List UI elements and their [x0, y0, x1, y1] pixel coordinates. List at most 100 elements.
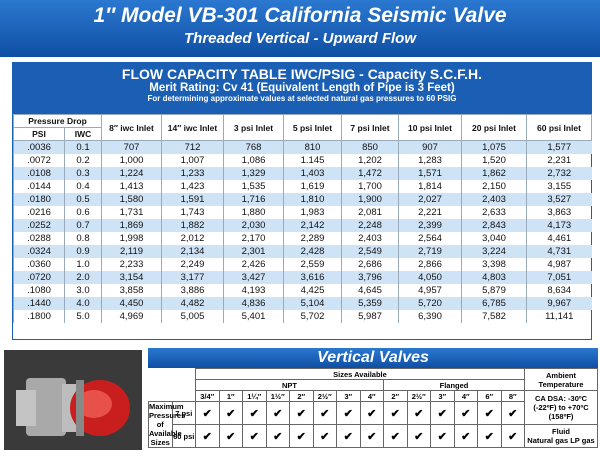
cell: 3,398	[461, 258, 527, 271]
column-header: PSI	[13, 127, 65, 141]
cell: 1,571	[398, 167, 462, 180]
check: ✔	[477, 424, 502, 448]
cell: 4,803	[461, 271, 527, 284]
cell: .0360	[13, 258, 65, 271]
cell: 8,634	[526, 284, 592, 297]
cell: 768	[223, 140, 284, 154]
cell: 1,882	[161, 219, 224, 232]
size: 1¼″	[242, 390, 267, 402]
check: ✔	[453, 401, 478, 425]
valves-table: Sizes Available Ambient Temperature NPT Fla…	[148, 368, 598, 448]
sizes-header: Sizes Available	[195, 368, 525, 380]
cell: 4,461	[526, 232, 592, 245]
group-header: Pressure Drop	[13, 114, 102, 128]
cell: 1.145	[283, 154, 342, 167]
check: ✔	[453, 424, 478, 448]
check: ✔	[359, 424, 384, 448]
cell: 3,177	[161, 271, 224, 284]
cell: 2,843	[461, 219, 527, 232]
cell: 2,027	[398, 193, 462, 206]
cell: .0252	[13, 219, 65, 232]
fluid: Natural gas LP gas	[527, 436, 595, 445]
size: 2½″	[406, 390, 431, 402]
check: ✔	[195, 401, 220, 425]
cell: 4,731	[526, 245, 592, 258]
cell: 1,580	[101, 193, 162, 206]
table-row: .0252 0.7 1,869 1,882 2,030 2,142 2,248 2,399 2,…	[13, 219, 592, 232]
header-row: Pressure Drop 8″ iwc Inlet 14″ iwc Inlet 3 …	[13, 114, 592, 141]
cell: 1,000	[101, 154, 162, 167]
cell: 4.0	[64, 297, 102, 310]
size: 2½″	[312, 390, 337, 402]
cell: 2,170	[223, 232, 284, 245]
cell: 5,702	[283, 310, 342, 323]
cell: 5,401	[223, 310, 284, 323]
check: ✔	[406, 401, 431, 425]
check: ✔	[312, 401, 337, 425]
cell: 2,248	[341, 219, 399, 232]
cell: 1,862	[461, 167, 527, 180]
pressure: 60 psi	[171, 424, 196, 448]
cell: .0180	[13, 193, 65, 206]
table-row: .1440 4.0 4,450 4,482 4,836 5,104 5,359 5,720 6,…	[13, 297, 592, 310]
check: ✔	[500, 424, 525, 448]
column-header: 60 psi Inlet	[526, 114, 592, 141]
cell: 5,104	[283, 297, 342, 310]
cell: 0.9	[64, 245, 102, 258]
flow-title: FLOW CAPACITY TABLE IWC/PSIG - Capacity …	[121, 66, 483, 82]
table-row: .0720 2.0 3,154 3,177 3,427 3,616 3,796 4,050 4,…	[13, 271, 592, 284]
cell: 3,616	[283, 271, 342, 284]
size: 4″	[453, 390, 478, 402]
cell: 1,520	[461, 154, 527, 167]
cell: 1,810	[283, 193, 342, 206]
cell: 0.4	[64, 180, 102, 193]
size: 4″	[359, 390, 384, 402]
cell: 5,005	[161, 310, 224, 323]
check: ✔	[430, 424, 455, 448]
cell: 3.0	[64, 284, 102, 297]
cell: 2,549	[341, 245, 399, 258]
vertical-valves: Vertical Valves Sizes Available Ambient T…	[148, 348, 598, 448]
check: ✔	[265, 424, 290, 448]
cell: 2,633	[461, 206, 527, 219]
cell: .0108	[13, 167, 65, 180]
cell: 7,051	[526, 271, 592, 284]
cell: .1080	[13, 284, 65, 297]
table-row: NPT Flanged	[149, 379, 598, 391]
cell: 1,423	[161, 180, 224, 193]
check: ✔	[430, 401, 455, 425]
flow-table-box: FLOW CAPACITY TABLE IWC/PSIG - Capacity …	[12, 62, 592, 340]
cell: 3,427	[223, 271, 284, 284]
check: ✔	[383, 401, 408, 425]
cell: 1,743	[161, 206, 224, 219]
cell: 5,720	[398, 297, 462, 310]
flanged-header: Flanged	[383, 379, 525, 391]
cell: 4,173	[526, 219, 592, 232]
cell: 0.1	[64, 140, 102, 154]
table-row: .0072 0.2 1,000 1,007 1,086 1.145 1,202 1,283 1,…	[13, 154, 592, 167]
ambient-header: Ambient Temperature	[524, 368, 598, 391]
cell: 4,836	[223, 297, 284, 310]
cell: 1,869	[101, 219, 162, 232]
cell: 1,900	[341, 193, 399, 206]
cell: 7,582	[461, 310, 527, 323]
cell: 2,134	[161, 245, 224, 258]
cell: 850	[341, 140, 399, 154]
cell: 4,987	[526, 258, 592, 271]
table-row: Sizes Available Ambient Temperature	[149, 368, 598, 391]
cell: .1800	[13, 310, 65, 323]
cell: 3,154	[101, 271, 162, 284]
cell: 2,732	[526, 167, 592, 180]
cell: 3,863	[526, 206, 592, 219]
cell: 2,426	[223, 258, 284, 271]
cell: 907	[398, 140, 462, 154]
cell: 1,983	[283, 206, 342, 219]
cell: 2,564	[398, 232, 462, 245]
cell: 2,081	[341, 206, 399, 219]
table-row: 3/4″ 1″ 1¼″ 1½″ 2″ 2½″ 3″ 4″ 2″ 2½″ 3″ 4″ 6″ 8″ CA DSA…	[149, 390, 598, 425]
check: ✔	[218, 401, 243, 425]
size: 3″	[336, 390, 361, 402]
valve-photo	[4, 350, 142, 450]
check: ✔	[312, 424, 337, 448]
cell: 1,329	[223, 167, 284, 180]
